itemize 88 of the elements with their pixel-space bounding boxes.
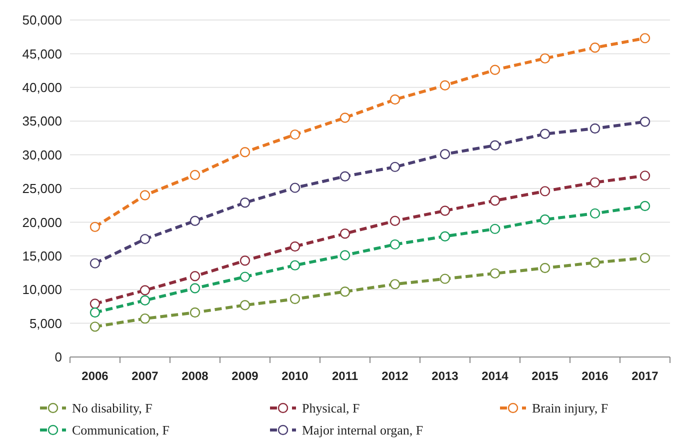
point (590, 177, 600, 188)
point (340, 228, 350, 239)
point (90, 258, 100, 268)
point (490, 140, 500, 150)
point (340, 171, 350, 182)
x-tick-label: 2017 (632, 369, 659, 383)
point (140, 313, 150, 324)
point (440, 206, 450, 216)
point (240, 147, 250, 158)
point (640, 116, 650, 127)
point (240, 256, 250, 266)
point (340, 250, 350, 260)
point (590, 258, 600, 268)
point (340, 112, 350, 123)
y-tick-label: 0 (54, 350, 62, 365)
legend-label: Physical, F (302, 400, 360, 416)
x-tick-label: 2014 (482, 369, 509, 383)
point (240, 272, 250, 282)
point (140, 234, 150, 244)
point (640, 170, 650, 181)
point (190, 170, 200, 180)
y-tick-label: 30,000 (22, 147, 62, 162)
x-tick-label: 2016 (582, 369, 609, 383)
point (540, 53, 550, 64)
point (590, 208, 600, 219)
point (90, 322, 100, 332)
y-tick-label: 5,000 (29, 316, 62, 331)
point (640, 200, 650, 212)
legend-label: Brain injury, F (532, 400, 608, 416)
point (490, 196, 500, 206)
point (140, 285, 150, 296)
point (90, 298, 100, 309)
x-tick-label: 2008 (182, 369, 209, 383)
point (440, 149, 450, 160)
point (590, 123, 600, 134)
point (90, 222, 100, 232)
legend-label: Communication, F (72, 422, 170, 438)
point (190, 283, 200, 294)
point (390, 94, 400, 105)
point (140, 295, 150, 306)
y-tick-label: 50,000 (22, 12, 62, 28)
point (490, 268, 500, 279)
point (190, 307, 200, 318)
point (290, 182, 300, 193)
point (390, 216, 400, 226)
y-tick-label: 25,000 (22, 181, 62, 196)
point (190, 271, 200, 282)
point (440, 231, 450, 242)
x-tick-label: 2006 (82, 369, 109, 383)
point (290, 260, 300, 270)
point (640, 252, 650, 264)
point (190, 216, 200, 226)
point (540, 214, 550, 225)
point (240, 198, 250, 208)
point (640, 33, 650, 44)
x-tick-label: 2009 (232, 369, 259, 383)
point (290, 129, 300, 140)
point (540, 262, 550, 274)
point (540, 128, 550, 140)
point (290, 241, 300, 252)
x-tick-label: 2010 (282, 369, 309, 383)
legend-label: No disability, F (72, 400, 152, 416)
y-tick-label: 10,000 (22, 282, 62, 298)
point (440, 274, 450, 284)
y-tick-label: 45,000 (22, 46, 62, 62)
x-tick-label: 2007 (132, 369, 159, 383)
point (340, 286, 350, 297)
y-tick-label: 40,000 (22, 80, 62, 95)
point (540, 186, 550, 196)
point (90, 307, 100, 318)
point (490, 64, 500, 75)
y-tick-label: 35,000 (22, 114, 62, 129)
legend-label: Major internal organ, F (302, 422, 424, 438)
point (390, 279, 400, 290)
y-tick-label: 20,000 (22, 214, 62, 230)
point (390, 239, 400, 250)
x-tick-label: 2011 (332, 369, 358, 383)
point (290, 294, 300, 304)
point (490, 224, 500, 234)
x-tick-label: 2012 (382, 369, 409, 383)
x-tick-label: 2015 (532, 369, 559, 383)
point (440, 80, 450, 90)
point (390, 162, 400, 172)
point (240, 300, 250, 310)
point (590, 42, 600, 53)
point (140, 190, 150, 200)
x-tick-label: 2013 (432, 369, 459, 383)
y-tick-label: 15,000 (22, 248, 62, 264)
